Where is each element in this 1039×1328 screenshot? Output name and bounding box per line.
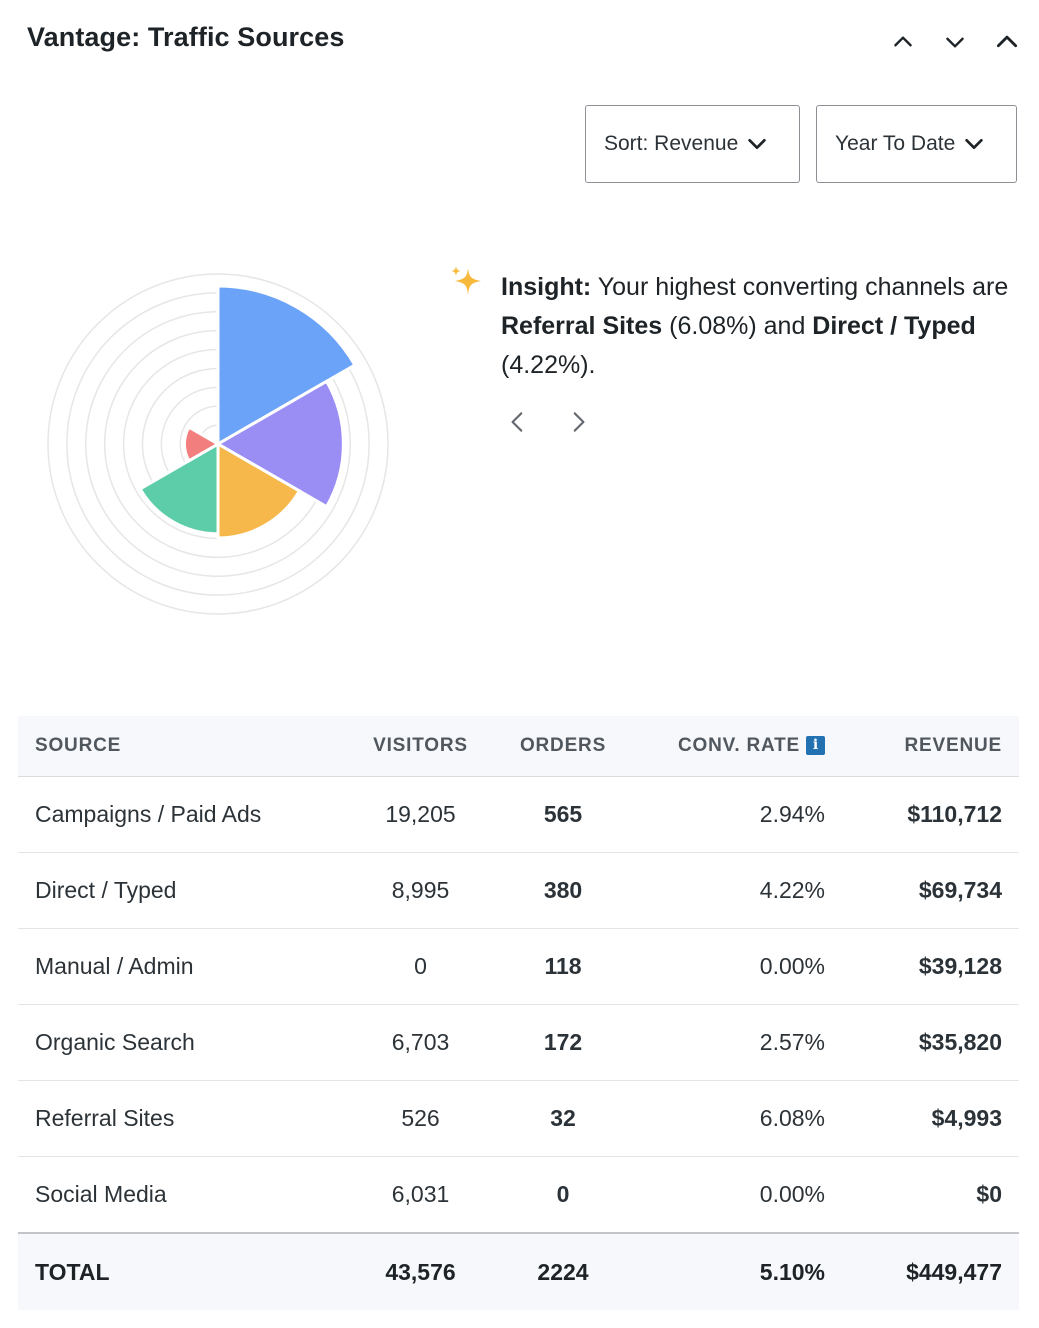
chevron-up-icon [894,36,912,47]
sort-dropdown[interactable]: Sort: Revenue [585,105,800,183]
table-row: Referral Sites 526 32 6.08% $4,993 [18,1080,1019,1157]
collapse-button[interactable] [989,24,1025,60]
table-row: Campaigns / Paid Ads 19,205 565 2.94% $1… [18,776,1019,853]
insight-channel-2: Direct / Typed [812,312,976,340]
total-visitors: 43,576 [348,1232,493,1310]
insight-channel-1: Referral Sites [501,312,663,340]
date-range-dropdown[interactable]: Year To Date [816,105,1017,183]
chart-segment-direct-typed[interactable] [214,379,345,509]
cell-orders: 380 [493,852,633,929]
cell-conv-rate: 0.00% [633,1156,833,1234]
traffic-sources-table: SOURCE VISITORS ORDERS CONV. RATE i REVEN… [18,716,1019,1310]
cell-visitors: 8,995 [348,852,493,929]
cell-conv-rate: 0.00% [633,928,833,1005]
insight-next-button[interactable] [561,405,595,439]
info-icon[interactable]: i [806,736,825,755]
cell-orders: 0 [493,1156,633,1234]
insight-rate-1: (6.08%) and [662,312,813,340]
insight-text: Insight: Your highest converting channel… [501,268,1021,385]
chevron-right-icon [573,412,585,432]
widget-header: Vantage: Traffic Sources [0,0,1039,82]
cell-source: Campaigns / Paid Ads [18,776,348,853]
insight-label: Insight: [501,273,592,301]
total-conv-rate: 5.10% [633,1232,833,1310]
cell-visitors: 526 [348,1080,493,1157]
cell-visitors: 0 [348,928,493,1005]
cell-source: Referral Sites [18,1080,348,1157]
column-header-source[interactable]: SOURCE [18,716,348,777]
cell-revenue: $39,128 [833,928,1019,1005]
chart-segment-referral-sites[interactable] [182,425,221,463]
cell-source: Social Media [18,1156,348,1234]
cell-conv-rate: 2.57% [633,1004,833,1081]
chart-segment-campaigns-paid-ads[interactable] [216,284,357,447]
insight-prev-button[interactable] [501,405,535,439]
cell-conv-rate: 4.22% [633,852,833,929]
cell-orders: 565 [493,776,633,853]
cell-visitors: 6,703 [348,1004,493,1081]
cell-orders: 32 [493,1080,633,1157]
cell-orders: 118 [493,928,633,1005]
total-revenue: $449,477 [833,1232,1019,1310]
traffic-polar-chart [47,273,389,615]
cell-source: Manual / Admin [18,928,348,1005]
sort-dropdown-label: Sort: Revenue [604,132,739,155]
chart-segment-manual-admin[interactable] [216,441,302,540]
column-header-conv-rate[interactable]: CONV. RATE i [633,716,833,777]
chevron-up-icon [996,35,1018,48]
move-down-button[interactable] [937,24,973,60]
insight-rate-2: (4.22%). [501,351,596,379]
grid-ring [47,273,389,615]
cell-revenue: $0 [833,1156,1019,1234]
column-header-visitors[interactable]: VISITORS [348,716,493,777]
column-header-revenue[interactable]: REVENUE [833,716,1019,777]
cell-visitors: 19,205 [348,776,493,853]
chart-segment-organic-search[interactable] [138,441,220,536]
chevron-down-icon [963,133,985,155]
table-row: Manual / Admin 0 118 0.00% $39,128 [18,928,1019,1005]
date-range-label: Year To Date [835,132,956,155]
cell-revenue: $69,734 [833,852,1019,929]
cell-conv-rate: 2.94% [633,776,833,853]
table-row: Organic Search 6,703 172 2.57% $35,820 [18,1004,1019,1081]
total-label: TOTAL [18,1232,348,1310]
total-orders: 2224 [493,1232,633,1310]
move-up-button[interactable] [885,24,921,60]
cell-source: Organic Search [18,1004,348,1081]
table-row: Direct / Typed 8,995 380 4.22% $69,734 [18,852,1019,929]
cell-source: Direct / Typed [18,852,348,929]
conv-rate-label: CONV. RATE [677,735,800,756]
cell-conv-rate: 6.08% [633,1080,833,1157]
table-header-row: SOURCE VISITORS ORDERS CONV. RATE i REVEN… [18,716,1019,777]
cell-revenue: $110,712 [833,776,1019,853]
table-total-row: TOTAL 43,576 2224 5.10% $449,477 [18,1232,1019,1310]
cell-revenue: $4,993 [833,1080,1019,1157]
cell-revenue: $35,820 [833,1004,1019,1081]
table-row: Social Media 6,031 0 0.00% $0 [18,1156,1019,1234]
column-header-orders[interactable]: ORDERS [493,716,633,777]
chevron-down-icon [746,133,768,155]
chevron-left-icon [511,412,523,432]
chevron-down-icon [946,37,964,48]
sparkles-icon [451,266,481,295]
insight-text-part: Your highest converting channels are [591,273,1009,301]
widget-title: Vantage: Traffic Sources [27,22,345,52]
cell-orders: 172 [493,1004,633,1081]
cell-visitors: 6,031 [348,1156,493,1234]
